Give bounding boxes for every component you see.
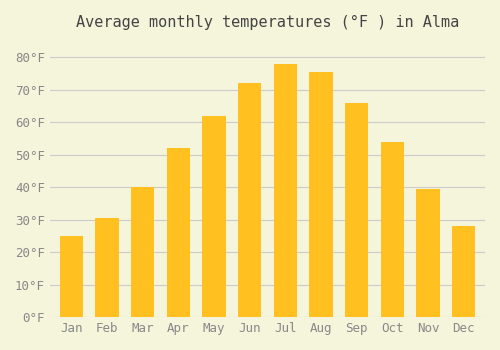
Bar — [310, 72, 332, 317]
Bar — [166, 148, 190, 317]
Bar — [96, 218, 118, 317]
Bar — [416, 189, 440, 317]
Bar — [96, 218, 118, 317]
Bar — [274, 64, 297, 317]
Bar — [60, 236, 83, 317]
Bar — [131, 187, 154, 317]
Bar — [345, 103, 368, 317]
Bar — [380, 142, 404, 317]
Bar — [60, 236, 83, 317]
Bar — [310, 72, 332, 317]
Bar — [274, 64, 297, 317]
Bar — [166, 148, 190, 317]
Bar — [452, 226, 475, 317]
Bar — [202, 116, 226, 317]
Bar — [202, 116, 226, 317]
Bar — [345, 103, 368, 317]
Bar — [452, 226, 475, 317]
Bar — [131, 187, 154, 317]
Bar — [416, 189, 440, 317]
Bar — [238, 83, 261, 317]
Title: Average monthly temperatures (°F ) in Alma: Average monthly temperatures (°F ) in Al… — [76, 15, 459, 30]
Bar — [380, 142, 404, 317]
Bar — [238, 83, 261, 317]
